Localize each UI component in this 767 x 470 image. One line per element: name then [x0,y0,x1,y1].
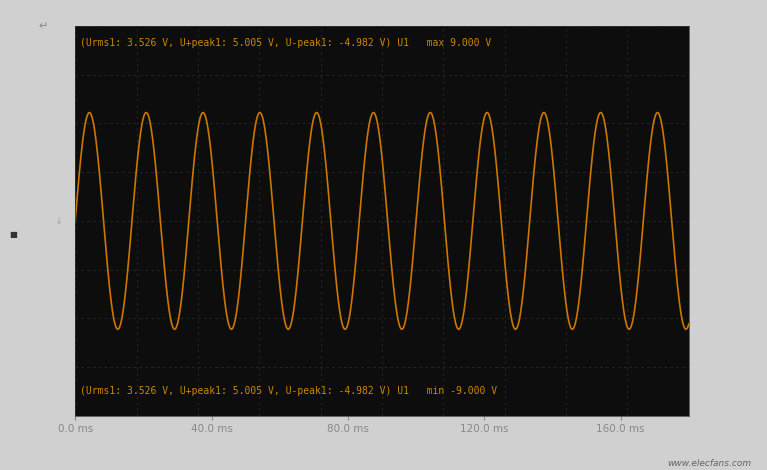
Text: ■: ■ [9,230,17,240]
Text: (Urms1: 3.526 V, U+peak1: 5.005 V, U-peak1: -4.982 V) U1   max 9.000 V: (Urms1: 3.526 V, U+peak1: 5.005 V, U-pea… [80,38,492,47]
Text: (Urms1: 3.526 V, U+peak1: 5.005 V, U-peak1: -4.982 V) U1   min -9.000 V: (Urms1: 3.526 V, U+peak1: 5.005 V, U-pea… [80,386,497,396]
Text: www.elecfans.com: www.elecfans.com [667,459,752,468]
Text: ↓: ↓ [54,216,63,226]
Text: ↵: ↵ [38,21,48,31]
